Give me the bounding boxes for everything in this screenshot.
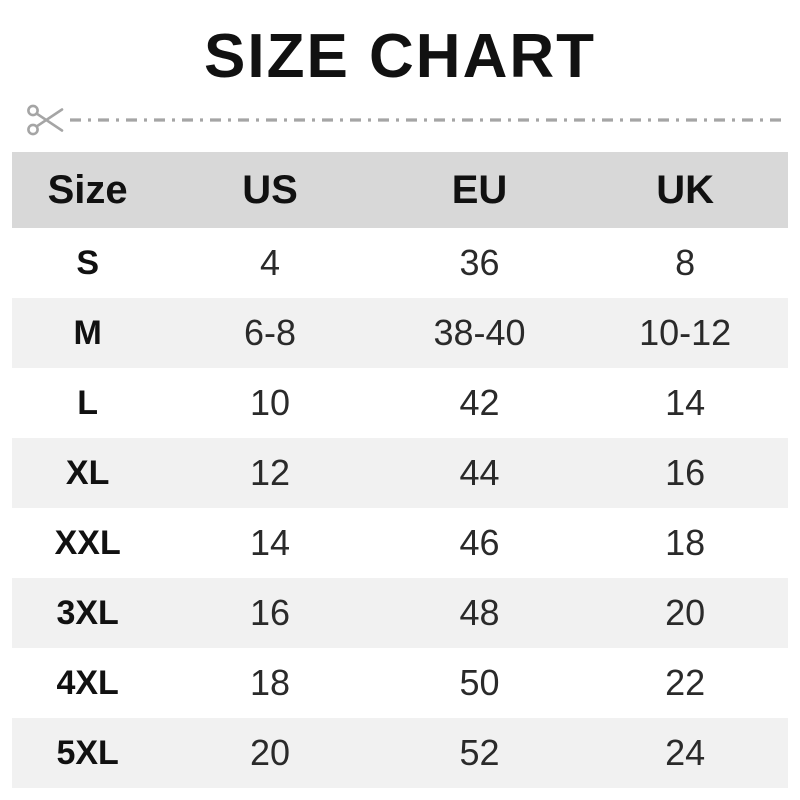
cell-size: XXL [54, 523, 121, 562]
cell-us: 12 [249, 452, 291, 493]
cell-eu: 50 [459, 662, 500, 703]
cell-uk: 22 [665, 662, 706, 703]
table-row-l: L 10 42 14 [12, 368, 788, 438]
cell-uk: 18 [665, 522, 706, 563]
table-header: Size US EU UK [12, 152, 788, 228]
table-row-xxl: XXL 14 46 18 [12, 508, 788, 578]
cell-eu: 42 [459, 382, 500, 423]
cell-eu: 52 [459, 732, 500, 773]
cell-size: 4XL [56, 663, 119, 702]
cell-eu: 44 [459, 452, 500, 493]
column-header-uk: UK [582, 152, 788, 228]
table-row-m: M 6-8 38-40 10-12 [12, 298, 788, 368]
size-chart-table: Size US EU UK S 4 36 8 M 6-8 38-40 10-12… [12, 152, 788, 788]
column-header-us: US [163, 152, 377, 228]
table-row-s: S 4 36 8 [12, 228, 788, 298]
column-header-eu: EU [376, 152, 583, 228]
cell-eu: 36 [459, 242, 500, 283]
table-row-5xl: 5XL 20 52 24 [12, 718, 788, 788]
cell-size: S [76, 243, 99, 282]
cell-us: 14 [249, 522, 291, 563]
cell-us: 10 [249, 382, 291, 423]
table-body: S 4 36 8 M 6-8 38-40 10-12 L 10 42 14 XL… [12, 228, 788, 788]
table-row-3xl: 3XL 16 48 20 [12, 578, 788, 648]
cell-uk: 20 [665, 592, 706, 633]
cell-size: XL [65, 453, 110, 492]
column-header-size: Size [12, 152, 164, 228]
cell-eu: 48 [459, 592, 500, 633]
cell-uk: 14 [665, 382, 706, 423]
cell-uk: 10-12 [639, 312, 732, 353]
page-title: SIZE CHART [204, 22, 596, 91]
cell-us: 4 [259, 242, 281, 283]
cell-size: L [77, 383, 99, 422]
header-row: Size US EU UK [12, 152, 788, 228]
cell-eu: 38-40 [433, 312, 526, 353]
cell-size: 5XL [56, 733, 119, 772]
cell-us: 18 [249, 662, 291, 703]
table-row-xl: XL 12 44 16 [12, 438, 788, 508]
cell-us: 20 [249, 732, 291, 773]
scissors-icon [27, 104, 64, 136]
cell-size: M [73, 313, 102, 352]
cell-uk: 8 [675, 242, 696, 283]
cell-us: 16 [249, 592, 291, 633]
cell-eu: 46 [459, 522, 500, 563]
cell-us: 6-8 [243, 312, 297, 353]
cell-size: 3XL [56, 593, 119, 632]
cut-line [26, 100, 788, 140]
cell-uk: 24 [665, 732, 706, 773]
cell-uk: 16 [665, 452, 706, 493]
dash-dot-line [70, 118, 788, 122]
table-row-4xl: 4XL 18 50 22 [12, 648, 788, 718]
